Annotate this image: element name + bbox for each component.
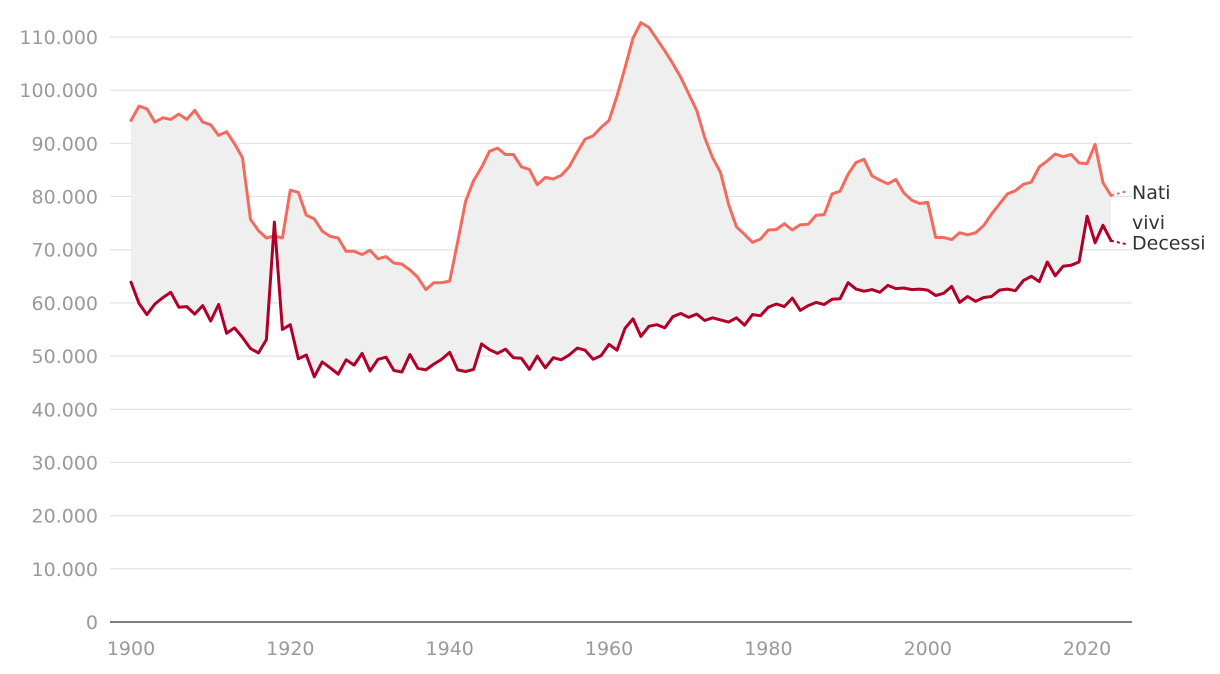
y-tick-label: 80.000 bbox=[32, 187, 98, 209]
y-tick-label: 100.000 bbox=[19, 80, 98, 102]
series-label-line: Nati bbox=[1132, 182, 1171, 204]
y-tick-label: 50.000 bbox=[32, 346, 98, 368]
x-tick-label: 1960 bbox=[585, 638, 633, 660]
x-tick-label: 2020 bbox=[1063, 638, 1111, 660]
y-axis-tick-labels: 0 10.000 20.000 30.000 40.000 50.000 60.000 70.… bbox=[19, 27, 98, 634]
series-end-connector-nati-vivi bbox=[1110, 190, 1128, 197]
series-line-nati-vivi bbox=[129, 21, 1113, 292]
y-tick-label: 70.000 bbox=[32, 240, 98, 262]
y-tick-label: 60.000 bbox=[32, 293, 98, 315]
y-tick-label: 20.000 bbox=[32, 506, 98, 528]
x-tick-label: 1900 bbox=[107, 638, 155, 660]
x-tick-label: 2000 bbox=[904, 638, 952, 660]
series-end-connector-decessi bbox=[1110, 239, 1128, 246]
y-tick-label: 90.000 bbox=[32, 133, 98, 155]
series-line-decessi bbox=[129, 214, 1113, 379]
x-tick-label: 1940 bbox=[426, 638, 474, 660]
series-label-decessi: Decessi bbox=[1132, 232, 1206, 254]
series-label-line: vivi bbox=[1132, 212, 1165, 234]
series-label-nati-vivi: Nati vivi bbox=[1132, 182, 1171, 234]
y-tick-label: 30.000 bbox=[32, 452, 98, 474]
x-axis-tick-labels: 1900 1920 1940 1960 1980 2000 2020 bbox=[107, 638, 1111, 660]
y-tick-label: 40.000 bbox=[32, 399, 98, 421]
x-tick-label: 1920 bbox=[266, 638, 314, 660]
y-tick-label: 10.000 bbox=[32, 559, 98, 581]
y-tick-label: 0 bbox=[86, 612, 98, 634]
y-tick-label: 110.000 bbox=[19, 27, 98, 49]
area-between-series bbox=[131, 22, 1111, 377]
x-tick-label: 1980 bbox=[744, 638, 792, 660]
